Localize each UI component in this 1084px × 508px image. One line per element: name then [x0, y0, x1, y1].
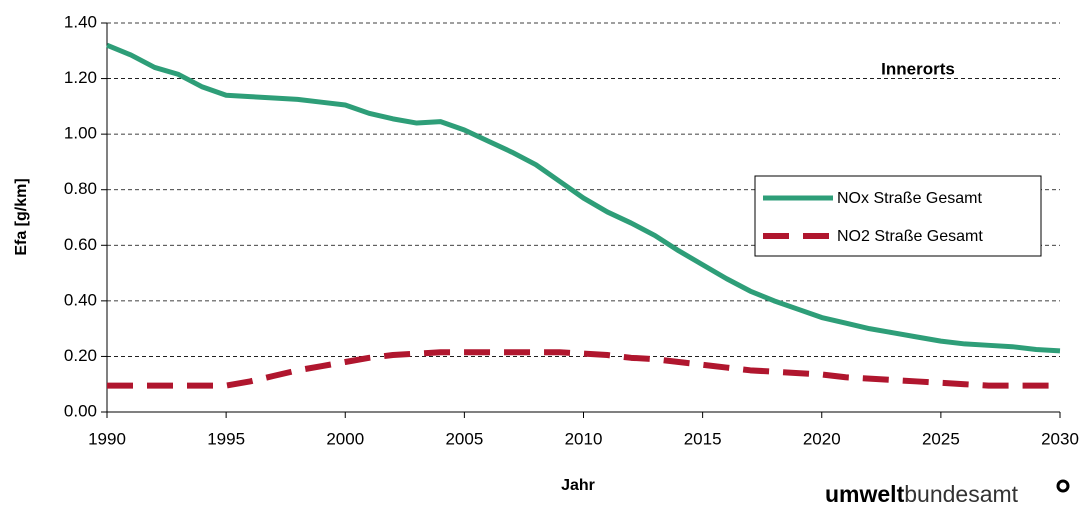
- y-tick-label: 0.40: [64, 290, 97, 309]
- x-tick-label: 2030: [1041, 429, 1079, 448]
- x-tick-label: 2025: [922, 429, 960, 448]
- x-tick-label: 1990: [88, 429, 126, 448]
- x-tick-label: 2000: [326, 429, 364, 448]
- branding-regular: bundesamt: [904, 481, 1018, 507]
- annotation: Innerorts: [881, 59, 955, 78]
- x-tick-label: 1995: [207, 429, 245, 448]
- x-tick-label: 2010: [565, 429, 603, 448]
- y-tick-label: 0.60: [64, 235, 97, 254]
- y-tick-label: 1.00: [64, 124, 97, 143]
- x-tick-label: 2015: [684, 429, 722, 448]
- y-tick-label: 0.00: [64, 401, 97, 420]
- x-tick-label: 2020: [803, 429, 841, 448]
- legend-label: NO2 Straße Gesamt: [837, 228, 983, 245]
- x-tick-label: 2005: [445, 429, 483, 448]
- legend-label: NOx Straße Gesamt: [837, 190, 982, 207]
- y-axis-label: Efa [g/km]: [13, 178, 30, 255]
- y-tick-label: 0.20: [64, 346, 97, 365]
- logo-mark: [1056, 479, 1070, 493]
- branding-bold: umwelt: [825, 481, 905, 507]
- legend-box: [754, 175, 1042, 257]
- y-tick-label: 0.80: [64, 179, 97, 198]
- x-axis-label: Jahr: [561, 477, 595, 494]
- series-line: [107, 349, 1060, 389]
- y-tick-label: 1.20: [64, 68, 97, 87]
- y-tick-label: 1.40: [64, 12, 97, 31]
- branding: umweltbundesamt: [825, 481, 1019, 507]
- series-line: [106, 42, 1061, 354]
